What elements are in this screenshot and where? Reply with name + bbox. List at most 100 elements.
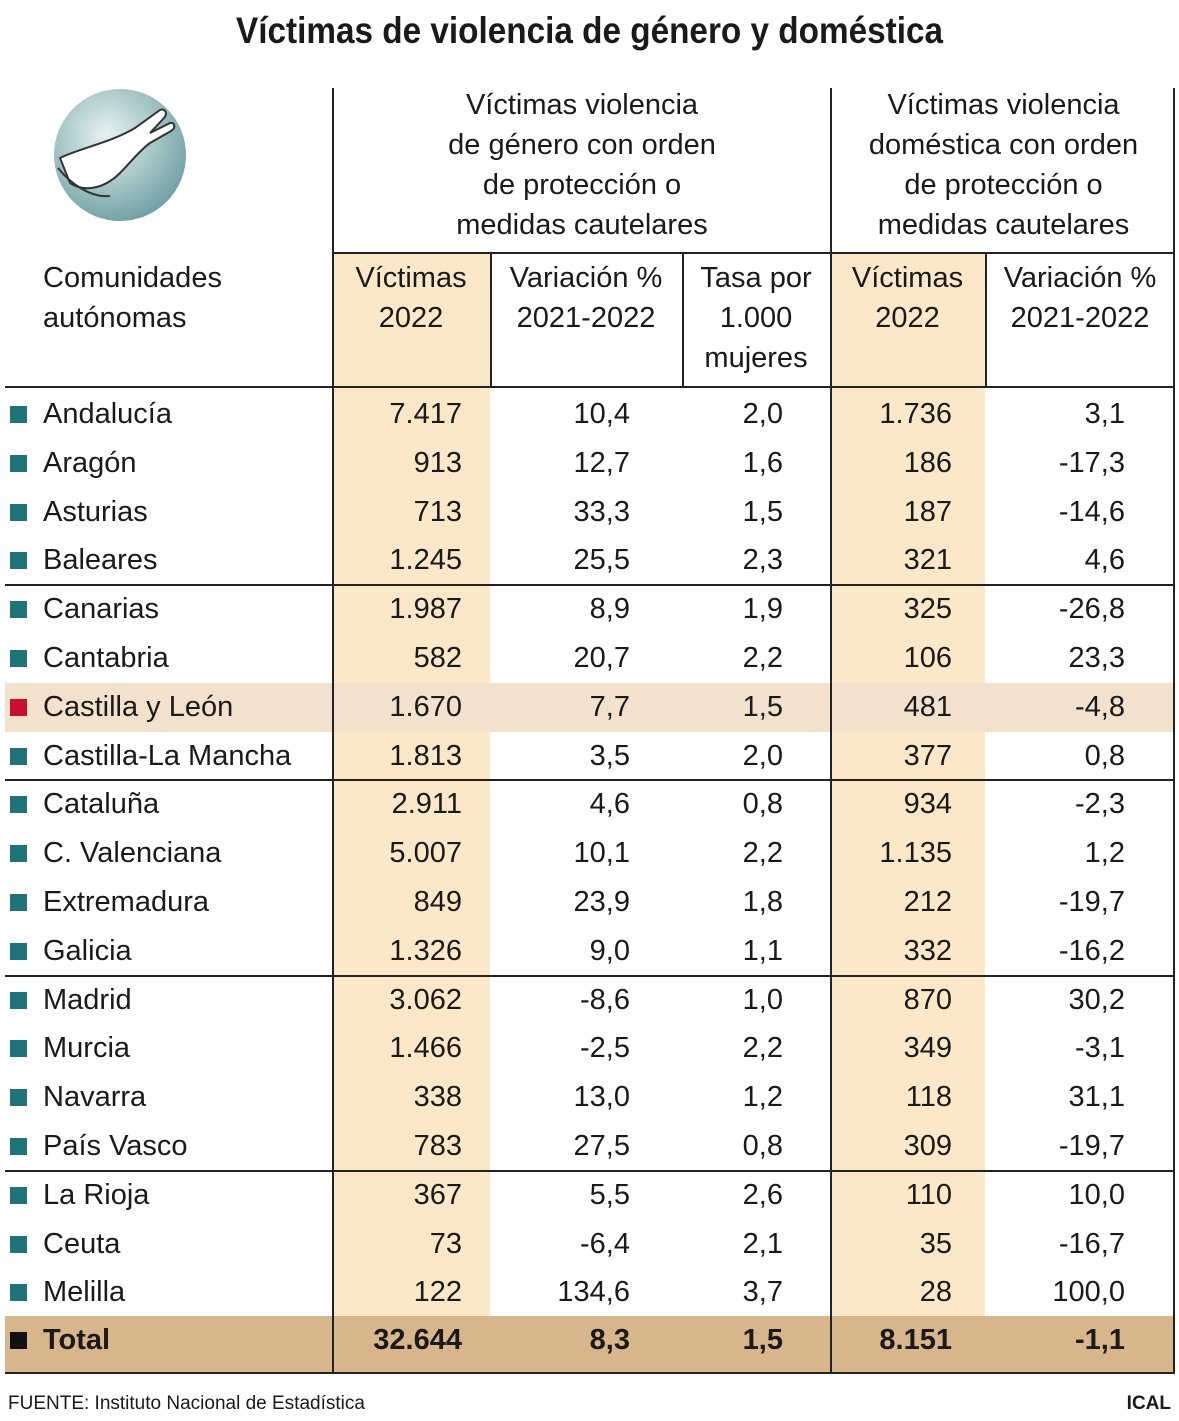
header-label: Comunidades — [43, 262, 222, 294]
rule — [1173, 88, 1175, 1373]
cell: 8,9 — [589, 593, 630, 626]
rule — [5, 386, 1175, 388]
cell: 33,3 — [573, 495, 630, 528]
cell: -8,6 — [580, 983, 630, 1016]
marker — [10, 1235, 27, 1253]
total-label: Total — [43, 1324, 111, 1356]
cell: 870 — [903, 983, 952, 1016]
cell: 23,3 — [1068, 642, 1125, 674]
cell: 367 — [413, 1178, 462, 1211]
cell: 1,2 — [742, 1081, 783, 1114]
cell: 1.670 — [389, 690, 462, 723]
region-name: Murcia — [43, 1032, 131, 1065]
total-cell: 8.151 — [879, 1324, 952, 1356]
cell: 3,1 — [1084, 398, 1125, 430]
cell: 1,5 — [742, 495, 783, 528]
column-header: Tasa por — [700, 262, 812, 294]
cell: 3,7 — [742, 1276, 783, 1309]
cell: 122 — [413, 1276, 462, 1309]
cell: 309 — [903, 1130, 952, 1162]
cell: -2,3 — [1075, 788, 1125, 821]
cell: 377 — [903, 739, 952, 772]
cell: 1.466 — [389, 1032, 462, 1065]
marker — [10, 1186, 27, 1204]
title: Víctimas de violencia de género y domést… — [236, 10, 943, 51]
cell: -16,7 — [1058, 1227, 1125, 1260]
cell: 0,8 — [742, 1130, 783, 1162]
cell: 0,8 — [742, 788, 783, 821]
brand: ICAL — [1126, 1393, 1171, 1414]
cell: 582 — [413, 642, 462, 674]
highlight-row — [5, 683, 1175, 732]
cell: 187 — [903, 495, 952, 528]
marker — [10, 1138, 27, 1155]
cell: 10,4 — [573, 398, 630, 430]
marker — [10, 1332, 27, 1349]
cell: 106 — [903, 642, 952, 674]
marker — [10, 552, 27, 570]
source: FUENTE: Instituto Nacional de Estadístic… — [8, 1393, 365, 1414]
cell: 110 — [905, 1178, 952, 1211]
cell: 10,0 — [1068, 1178, 1125, 1211]
cell: 186 — [903, 446, 952, 479]
marker — [10, 991, 27, 1009]
cell: 4,6 — [589, 788, 630, 821]
hand-icon — [54, 89, 186, 221]
region-name: Ceuta — [43, 1227, 121, 1260]
cell: 5,5 — [589, 1178, 630, 1211]
total-cell: 32.644 — [373, 1324, 462, 1356]
cell: -19,7 — [1058, 1130, 1125, 1162]
cell: 321 — [903, 544, 952, 577]
column-header: 1.000 — [719, 302, 793, 334]
cell: 73 — [429, 1227, 462, 1260]
column-header: 2022 — [875, 302, 940, 334]
region-name: C. Valenciana — [43, 837, 222, 870]
group-rule — [5, 584, 1175, 587]
column-header: Víctimas — [355, 262, 467, 294]
cell: 2,2 — [742, 1032, 783, 1065]
header-label: autónomas — [43, 302, 187, 334]
column-header: Variación % — [509, 262, 663, 294]
rule — [332, 88, 334, 1373]
region-name: Melilla — [43, 1276, 126, 1309]
region-name: Baleares — [43, 544, 158, 577]
cell: 1,1 — [742, 934, 783, 967]
cell: -26,8 — [1058, 593, 1125, 626]
rule — [332, 252, 1175, 254]
marker — [10, 1284, 27, 1302]
marker — [10, 698, 27, 716]
group-header: de protección o — [482, 169, 682, 201]
cell: 5.007 — [389, 837, 462, 870]
region-name: Castilla y León — [43, 690, 234, 723]
column-header: mujeres — [704, 342, 808, 374]
cell: 2,3 — [742, 544, 783, 577]
cell: 2,0 — [742, 739, 783, 772]
cell: 2,6 — [742, 1178, 783, 1211]
cell: 12,7 — [573, 446, 630, 479]
total-cell: -1,1 — [1075, 1324, 1125, 1356]
column-header: 2022 — [378, 302, 444, 334]
cell: 0,8 — [1084, 739, 1125, 772]
region-name: País Vasco — [43, 1130, 188, 1162]
rule — [682, 252, 684, 387]
cell: 212 — [903, 886, 952, 918]
rule — [985, 252, 987, 387]
cell: 10,1 — [573, 837, 630, 870]
group-header: medidas cautelares — [456, 209, 708, 241]
cell: 3,5 — [589, 739, 630, 772]
cell: 2,2 — [742, 642, 783, 674]
group-header: Víctimas violencia — [465, 89, 699, 121]
group-header: doméstica con orden — [868, 129, 1139, 161]
cell: -3,1 — [1075, 1032, 1125, 1065]
cell: 913 — [413, 446, 462, 479]
cell: 20,7 — [573, 642, 630, 674]
cell: 27,5 — [573, 1130, 630, 1162]
cell: 100,0 — [1052, 1276, 1125, 1309]
cell: -6,4 — [580, 1227, 630, 1260]
group-rule — [5, 779, 1175, 782]
cell: 25,5 — [573, 544, 630, 577]
cell: 783 — [413, 1130, 462, 1162]
group-rule — [5, 974, 1175, 977]
cell: 2,0 — [742, 398, 783, 430]
cell: 118 — [905, 1081, 952, 1114]
